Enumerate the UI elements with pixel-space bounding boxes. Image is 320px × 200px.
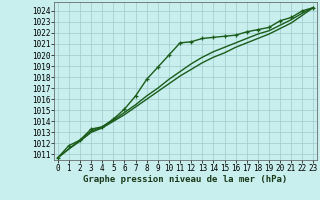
X-axis label: Graphe pression niveau de la mer (hPa): Graphe pression niveau de la mer (hPa) <box>84 175 288 184</box>
